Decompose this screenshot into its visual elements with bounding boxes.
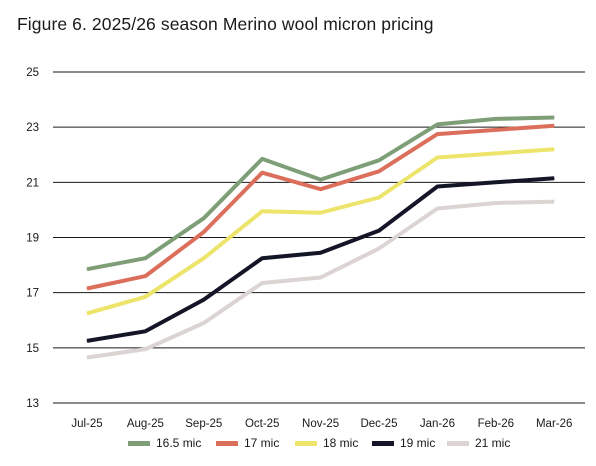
data-point bbox=[378, 170, 380, 172]
data-point bbox=[436, 185, 438, 187]
y-tick-label: 17 bbox=[26, 288, 39, 300]
data-point bbox=[86, 356, 88, 358]
legend-label: 21 mic bbox=[475, 436, 511, 450]
y-tick-label: 19 bbox=[26, 233, 39, 245]
legend-swatch bbox=[128, 440, 150, 446]
data-point bbox=[378, 197, 380, 199]
data-point bbox=[495, 202, 497, 204]
data-point bbox=[495, 152, 497, 154]
legend-item: 16.5 mic bbox=[128, 436, 201, 450]
data-point bbox=[553, 177, 555, 179]
x-tick-label: Dec-25 bbox=[360, 418, 397, 430]
y-tick-label: 15 bbox=[26, 343, 39, 355]
data-point bbox=[320, 212, 322, 214]
data-point bbox=[203, 299, 205, 301]
legend-item: 18 mic bbox=[295, 436, 358, 450]
data-point bbox=[320, 276, 322, 278]
chart-title: Figure 6. 2025/26 season Merino wool mic… bbox=[17, 14, 434, 34]
data-point bbox=[320, 179, 322, 181]
chart-legend: 16.5 mic 17 mic 18 mic 19 mic 21 mic bbox=[0, 436, 596, 454]
data-point bbox=[320, 252, 322, 254]
x-tick-label: Feb-26 bbox=[478, 418, 514, 430]
y-tick-label: 13 bbox=[26, 398, 39, 410]
data-point bbox=[86, 312, 88, 314]
series-line-4 bbox=[86, 199, 555, 360]
legend-swatch bbox=[372, 440, 394, 446]
x-tick-label: Nov-25 bbox=[302, 418, 339, 430]
data-point bbox=[203, 322, 205, 324]
legend-label: 18 mic bbox=[323, 436, 359, 450]
data-point bbox=[436, 208, 438, 210]
legend-item: 21 mic bbox=[447, 436, 510, 450]
legend-item: 19 mic bbox=[372, 436, 435, 450]
legend-swatch bbox=[295, 440, 317, 446]
data-point bbox=[86, 288, 88, 290]
y-tick-label: 23 bbox=[26, 122, 39, 134]
data-point bbox=[144, 330, 146, 332]
data-point bbox=[378, 159, 380, 161]
x-tick-label: Sep-25 bbox=[185, 418, 222, 430]
data-point bbox=[436, 123, 438, 125]
series-line-2 bbox=[86, 147, 555, 316]
data-point bbox=[86, 268, 88, 270]
x-tick-label: Jan-26 bbox=[420, 418, 455, 430]
x-tick-label: Mar-26 bbox=[536, 418, 572, 430]
data-point bbox=[553, 125, 555, 127]
data-point bbox=[261, 282, 263, 284]
series-line-0 bbox=[86, 115, 555, 272]
x-tick-label: Oct-25 bbox=[245, 418, 280, 430]
data-point bbox=[261, 257, 263, 259]
data-point bbox=[495, 129, 497, 131]
data-point bbox=[378, 248, 380, 250]
data-point bbox=[378, 230, 380, 232]
data-point bbox=[495, 181, 497, 183]
data-point bbox=[261, 158, 263, 160]
legend-label: 19 mic bbox=[400, 436, 436, 450]
data-point bbox=[203, 217, 205, 219]
legend-label: 17 mic bbox=[244, 436, 280, 450]
data-point bbox=[144, 348, 146, 350]
data-point bbox=[144, 296, 146, 298]
data-point bbox=[86, 340, 88, 342]
data-point bbox=[553, 201, 555, 203]
data-point bbox=[261, 210, 263, 212]
data-point bbox=[320, 188, 322, 190]
y-tick-label: 25 bbox=[26, 67, 39, 79]
data-point bbox=[144, 257, 146, 259]
data-point bbox=[436, 133, 438, 135]
legend-item: 17 mic bbox=[216, 436, 279, 450]
data-point bbox=[261, 172, 263, 174]
x-tick-label: Jul-25 bbox=[71, 418, 102, 430]
data-point bbox=[436, 157, 438, 159]
data-point bbox=[203, 257, 205, 259]
x-tick-label: Aug-25 bbox=[127, 418, 164, 430]
data-point bbox=[144, 275, 146, 277]
data-point bbox=[203, 231, 205, 233]
legend-label: 16.5 mic bbox=[156, 436, 202, 450]
data-point bbox=[495, 118, 497, 120]
data-point bbox=[553, 148, 555, 150]
series-line-1 bbox=[86, 123, 555, 291]
legend-swatch bbox=[216, 440, 238, 446]
legend-swatch bbox=[447, 440, 469, 446]
y-tick-label: 21 bbox=[26, 177, 39, 189]
data-point bbox=[553, 117, 555, 119]
